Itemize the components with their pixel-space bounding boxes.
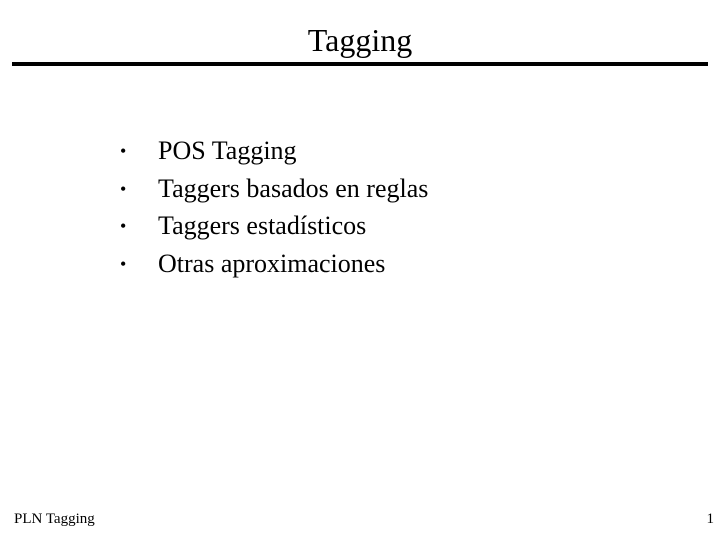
bullet-text: Taggers basados en reglas — [158, 170, 428, 208]
slide-title: Tagging — [0, 22, 720, 59]
title-underline — [12, 62, 708, 66]
bullet-text: Taggers estadísticos — [158, 207, 366, 245]
list-item: • Taggers estadísticos — [120, 207, 428, 245]
list-item: • Otras aproximaciones — [120, 245, 428, 283]
list-item: • POS Tagging — [120, 132, 428, 170]
slide: Tagging • POS Tagging • Taggers basados … — [0, 0, 720, 540]
bullet-icon: • — [120, 217, 158, 235]
bullet-list: • POS Tagging • Taggers basados en regla… — [120, 132, 428, 283]
bullet-icon: • — [120, 180, 158, 198]
list-item: • Taggers basados en reglas — [120, 170, 428, 208]
footer-left: PLN Tagging — [14, 511, 95, 528]
bullet-icon: • — [120, 255, 158, 273]
bullet-icon: • — [120, 142, 158, 160]
bullet-text: Otras aproximaciones — [158, 245, 385, 283]
title-wrap: Tagging — [0, 22, 720, 59]
page-number: 1 — [707, 511, 715, 528]
bullet-text: POS Tagging — [158, 132, 297, 170]
